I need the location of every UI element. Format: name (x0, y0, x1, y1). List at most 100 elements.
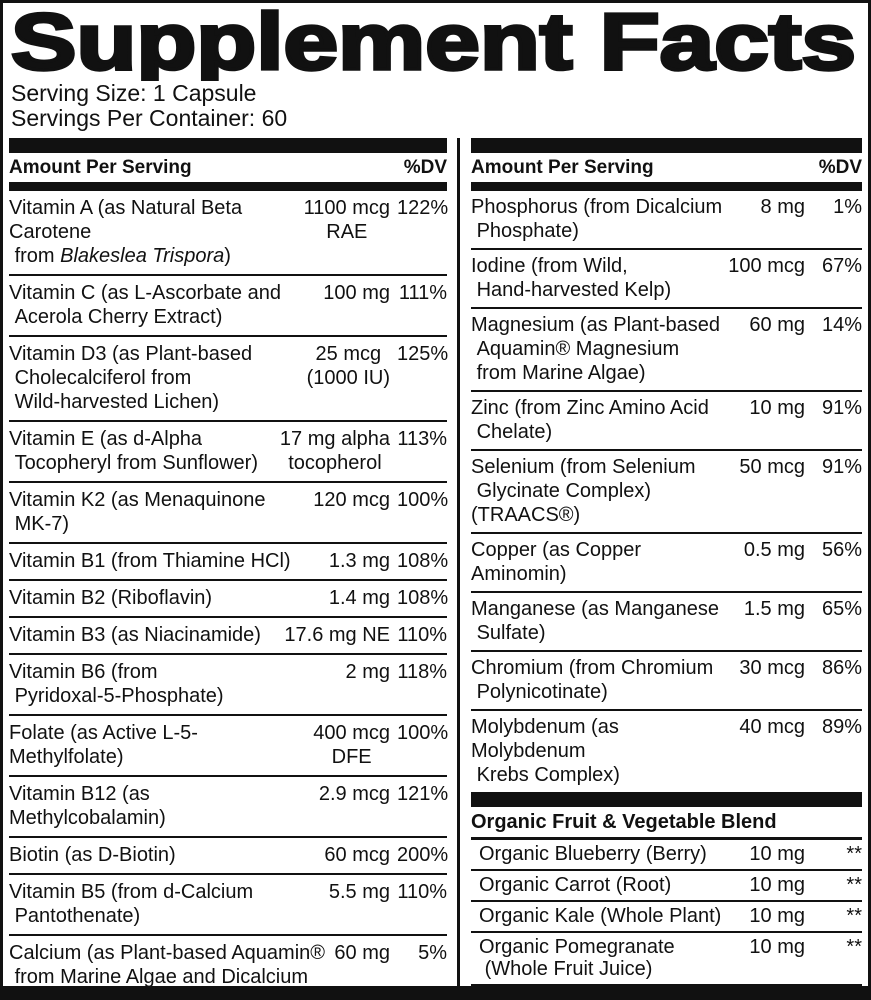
page-title-text: Supplement Facts (11, 7, 856, 81)
nutrient-row: Vitamin A (as Natural Beta Carotene from… (9, 191, 449, 274)
nutrient-name: Manganese (as Manganese Sulfate) (471, 598, 719, 644)
column-header-left: Amount Per Serving %DV (9, 153, 447, 182)
nutrient-name: Vitamin B2 (Riboflavin) (9, 587, 213, 609)
nutrient-row: Folate (as Active L-5-Methylfolate) 400 … (9, 714, 448, 775)
nutrient-name: Vitamin E (as d-Alpha Tocopheryl from Su… (9, 428, 258, 474)
nutrient-amount: 5.5 mg (328, 881, 390, 903)
nutrient-amount: 1.4 mg (328, 587, 390, 609)
nutrient-dv: 113% (397, 428, 447, 450)
column-divider (457, 138, 460, 986)
nutrient-row: Selenium (from Selenium Glycinate Comple… (471, 449, 862, 532)
nutrient-dv: 110% (397, 624, 447, 646)
nutrient-rows-left: Vitamin A (as Natural Beta Carotene from… (9, 191, 449, 988)
nutrient-dv: 110% (397, 881, 447, 903)
servings-per-container: Servings Per Container: 60 (11, 105, 288, 131)
nutrient-row: Manganese (as Manganese Sulfate) 1.5 mg … (471, 591, 862, 650)
nutrient-amount: 1.5 mg (743, 598, 805, 620)
nutrient-dv: ** (846, 874, 862, 896)
nutrient-amount: 100 mcg (728, 255, 805, 277)
nutrient-dv: 86% (821, 657, 862, 679)
nutrient-dv: 91% (821, 397, 862, 419)
amount-per-serving-label: Amount Per Serving (471, 157, 654, 178)
nutrient-row: Vitamin B5 (from d-Calcium Pantothenate)… (9, 873, 447, 934)
nutrient-amount: 120 mcg (313, 489, 390, 511)
nutrient-dv: 108% (397, 587, 449, 609)
nutrient-row: Vitamin E (as d-Alpha Tocopheryl from Su… (9, 420, 447, 481)
nutrient-dv: ** (846, 905, 862, 927)
nutrient-amount: 8 mg (760, 196, 805, 218)
nutrient-name: Organic Pomegranate (Whole Fruit Juice) (479, 936, 675, 980)
nutrient-row: Iodine (from Wild, Hand-harvested Kelp) … (471, 248, 862, 307)
nutrient-name: Vitamin C (as L-Ascorbate and Acerola Ch… (9, 282, 281, 328)
nutrient-name: Vitamin B5 (from d-Calcium Pantothenate) (9, 881, 254, 927)
nutrient-dv: 14% (821, 314, 862, 336)
nutrient-name: Calcium (as Plant-based Aquamin® from Ma… (9, 942, 325, 988)
nutrient-dv: 67% (821, 255, 862, 277)
nutrient-row: Vitamin K2 (as Menaquinone MK-7) 120 mcg… (9, 481, 449, 542)
nutrient-amount: 10 mg (749, 843, 805, 865)
nutrient-name: Magnesium (as Plant-based Aquamin® Magne… (471, 314, 721, 384)
nutrient-row: Molybdenum (as Molybdenum Krebs Complex)… (471, 709, 862, 792)
nutrient-row: Vitamin B3 (as Niacinamide) 17.6 mg NE 1… (9, 616, 447, 653)
nutrient-amount: 2.9 mcg (318, 783, 390, 805)
nutrient-amount: 17 mg alpha tocopherol (279, 428, 390, 474)
section-top-bar (471, 138, 862, 153)
nutrient-name: Vitamin A (as Natural Beta Carotene from… (9, 197, 243, 267)
nutrient-row: Organic Raspberry (Berry) 10 mg ** (471, 984, 862, 1000)
header-rule (471, 182, 862, 191)
left-column: Amount Per Serving %DV Vitamin A (as Nat… (9, 138, 449, 988)
blend-rows: Organic Blueberry (Berry) 10 mg ** Organ… (471, 840, 862, 1000)
nutrient-name: Molybdenum (as Molybdenum Krebs Complex) (471, 716, 620, 786)
nutrient-row: Phosphorus (from Dicalcium Phosphate) 8 … (471, 191, 862, 248)
nutrient-name: Organic Kale (Whole Plant) (479, 905, 722, 927)
nutrient-name: Selenium (from Selenium Glycinate Comple… (471, 456, 696, 526)
nutrient-row: Vitamin D3 (as Plant-based Cholecalcifer… (9, 335, 449, 420)
nutrient-row: Vitamin B6 (from Pyridoxal-5-Phosphate) … (9, 653, 447, 714)
nutrient-amount: 10 mg (749, 936, 805, 958)
nutrient-dv: 100% (397, 489, 449, 511)
blend-section-bar (471, 792, 862, 807)
nutrient-name: Vitamin B3 (as Niacinamide) (9, 624, 261, 646)
nutrient-amount: 60 mg (749, 314, 805, 336)
nutrient-dv: 122% (397, 197, 449, 219)
nutrient-row: Calcium (as Plant-based Aquamin® from Ma… (9, 934, 447, 988)
nutrient-name: Vitamin B12 (as Methylcobalamin) (9, 783, 166, 829)
serving-info: Serving Size: 1 Capsule Servings Per Con… (9, 81, 862, 131)
nutrient-dv: 5% (418, 942, 447, 964)
nutrient-name: Phosphorus (from Dicalcium Phosphate) (471, 196, 723, 242)
nutrient-amount: 10 mg (749, 905, 805, 927)
amount-per-serving-label: Amount Per Serving (9, 157, 192, 178)
page-title: Supplement Facts (9, 7, 858, 81)
nutrient-row: Organic Blueberry (Berry) 10 mg ** (471, 840, 862, 869)
nutrient-dv: 121% (397, 783, 449, 805)
dv-label: %DV (403, 157, 447, 178)
nutrient-amount: 10 mg (749, 989, 805, 1000)
nutrient-amount: 40 mcg (739, 716, 805, 738)
nutrient-amount: 1.3 mg (328, 550, 390, 572)
column-header-right: Amount Per Serving %DV (471, 153, 862, 182)
nutrient-name: Folate (as Active L-5-Methylfolate) (9, 722, 198, 768)
nutrient-name: Organic Raspberry (Berry) (479, 989, 714, 1000)
dv-label: %DV (818, 157, 862, 178)
nutrient-name: Copper (as Copper Aminomin) (471, 539, 646, 585)
serving-size: Serving Size: 1 Capsule (11, 80, 257, 106)
nutrient-dv: 200% (397, 844, 449, 866)
nutrient-amount: 400 mcg DFE (313, 722, 390, 768)
header-rule (9, 182, 447, 191)
nutrient-row: Copper (as Copper Aminomin) 0.5 mg 56% (471, 532, 862, 591)
nutrient-dv: ** (846, 843, 862, 865)
nutrient-row: Vitamin B1 (from Thiamine HCl) 1.3 mg 10… (9, 542, 448, 579)
nutrient-dv: 56% (821, 539, 862, 561)
nutrient-dv: 125% (397, 343, 449, 365)
nutrient-amount: 10 mg (749, 397, 805, 419)
nutrient-amount: 10 mg (749, 874, 805, 896)
nutrient-amount: 100 mg (323, 282, 390, 304)
nutrient-name: Zinc (from Zinc Amino Acid Chelate) (471, 397, 709, 443)
nutrient-rows-right: Phosphorus (from Dicalcium Phosphate) 8 … (471, 191, 862, 792)
nutrient-amount: 30 mcg (739, 657, 805, 679)
nutrient-dv: 91% (821, 456, 862, 478)
facts-columns: Amount Per Serving %DV Vitamin A (as Nat… (9, 138, 862, 1000)
nutrient-name: Iodine (from Wild, Hand-harvested Kelp) (471, 255, 672, 301)
nutrient-name: Organic Carrot (Root) (479, 874, 672, 896)
